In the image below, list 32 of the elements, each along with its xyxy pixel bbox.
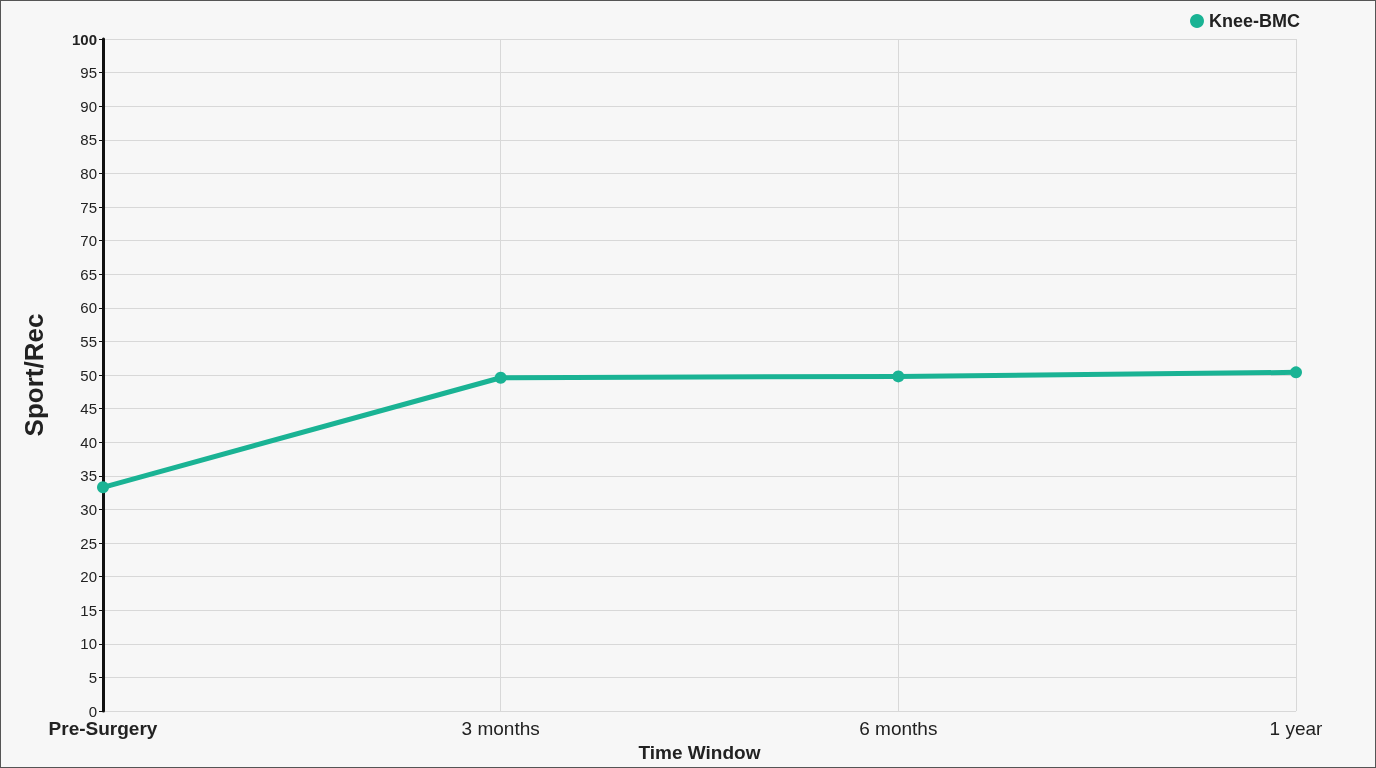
y-axis-title: Sport/Rec	[19, 313, 49, 437]
y-tick-label: 85	[80, 131, 97, 149]
x-tick-label: 1 year	[1269, 718, 1324, 740]
y-tick-label: 10	[80, 635, 97, 653]
legend-label: Knee-BMC	[1209, 11, 1301, 31]
x-tick-label: 6 months	[859, 718, 938, 740]
y-tick-label: 65	[80, 265, 97, 283]
y-tick-label: 100	[71, 30, 97, 48]
x-axis-title: Time Window	[638, 742, 761, 763]
x-tick-label: 3 months	[461, 718, 540, 740]
y-tick-label: 40	[80, 433, 97, 451]
y-tick-label: 95	[80, 64, 97, 82]
y-tick-label: 0	[88, 702, 97, 720]
y-tick-label: 30	[80, 500, 97, 518]
point	[1290, 366, 1302, 379]
y-tick-label: 70	[80, 232, 97, 250]
y-tick-label: 90	[80, 97, 97, 115]
x-tick-label: Pre-Surgery	[48, 718, 158, 740]
y-tick-label: 55	[80, 332, 97, 350]
y-tick-label: 75	[80, 198, 97, 216]
y-tick-label: 80	[80, 164, 97, 182]
y-tick-label: 45	[80, 400, 97, 418]
y-tick-label: 60	[80, 299, 97, 317]
point	[494, 371, 507, 384]
y-tick-label: 20	[80, 568, 97, 586]
y-tick-label: 15	[80, 601, 97, 619]
y-tick-label: 5	[88, 668, 97, 686]
y-tick-label: 25	[80, 534, 97, 552]
y-tick-label: 50	[80, 366, 97, 384]
y-tick-label: 35	[80, 467, 97, 485]
point	[97, 481, 109, 494]
point	[892, 370, 905, 383]
